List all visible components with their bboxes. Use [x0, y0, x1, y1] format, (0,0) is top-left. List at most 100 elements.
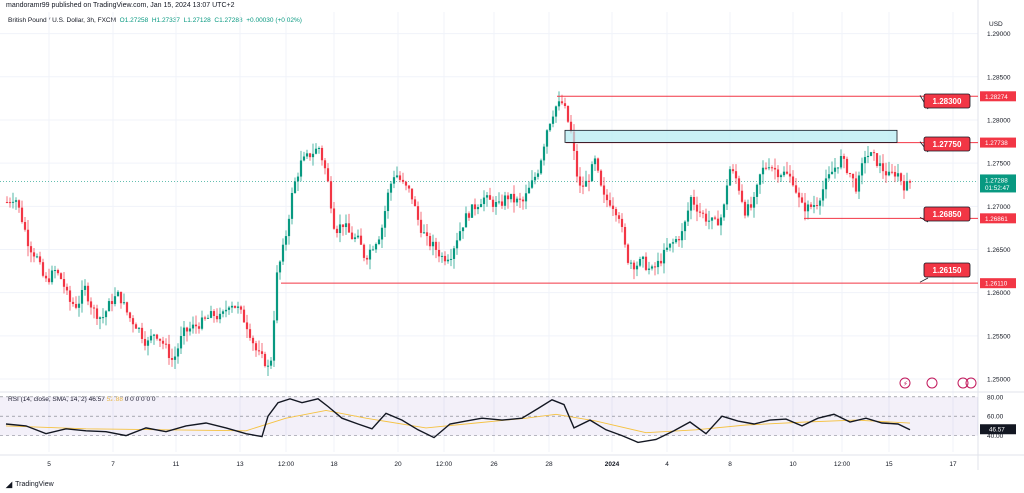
candle-body: [623, 226, 627, 245]
candle-body: [692, 196, 696, 205]
price-axis-tag: [980, 213, 1016, 224]
candle-body: [344, 223, 348, 228]
level-callout-box[interactable]: [923, 206, 971, 222]
candle-body: [290, 193, 294, 219]
candle-body: [722, 204, 726, 218]
level-callout-box[interactable]: [923, 93, 971, 109]
calendar-icon[interactable]: [957, 377, 969, 389]
candle-body: [29, 246, 33, 253]
candle-body: [647, 268, 651, 270]
candle-body: [635, 265, 639, 270]
candle-body: [314, 148, 318, 154]
rsi-line: [5, 398, 911, 444]
candle-body: [224, 309, 228, 312]
candle-body: [449, 258, 453, 260]
candle-body: [644, 256, 648, 270]
candle-body: [728, 169, 732, 186]
callout-arrow: [919, 277, 929, 283]
candle-body: [545, 130, 549, 147]
candle-body: [275, 272, 279, 321]
candle-body: [341, 224, 345, 228]
price-axis-tag-label: 1.26110: [985, 281, 1008, 288]
tradingview-logo-icon: ◢: [6, 480, 13, 489]
candle-body: [320, 147, 324, 161]
candle-body: [677, 239, 681, 241]
candle-body: [164, 343, 168, 345]
flash-icon[interactable]: [899, 377, 911, 389]
candle-body: [812, 205, 816, 207]
candle-body: [119, 291, 123, 304]
candle-body: [311, 153, 315, 158]
candle-body: [167, 344, 171, 359]
candle-body: [260, 351, 264, 354]
candle-body: [92, 307, 96, 309]
candle-body: [554, 106, 558, 117]
candle-body: [665, 247, 669, 250]
candle-body: [110, 301, 114, 305]
candle-body: [308, 153, 312, 158]
candle-body: [74, 303, 78, 308]
candle-body: [632, 262, 636, 270]
footer-brand[interactable]: ◢ TradingView: [6, 480, 54, 489]
candle-body: [626, 244, 630, 263]
candle-body: [620, 218, 624, 227]
candle-body: [557, 101, 561, 107]
candle-body: [179, 335, 183, 349]
rsi-ma-value: 52.88: [106, 396, 123, 403]
candle-body: [356, 235, 360, 238]
rsi-value-tag: [980, 424, 1016, 435]
candle-body: [686, 210, 690, 222]
candle-body: [821, 189, 825, 201]
resistance-zone[interactable]: [564, 129, 898, 143]
calendar-icon-2[interactable]: [965, 377, 977, 389]
level-callout-label: 1.26150: [933, 266, 962, 275]
candle-body: [533, 176, 537, 181]
candle-body: [752, 196, 756, 208]
candle-body: [641, 256, 645, 260]
candle-body: [782, 171, 786, 176]
candle-body: [785, 171, 789, 174]
candle-body: [23, 222, 27, 230]
level-callout-box[interactable]: [923, 262, 971, 278]
candle-body: [881, 163, 885, 172]
candle-body: [536, 173, 540, 177]
candle-body: [407, 185, 411, 189]
level-callout-box[interactable]: [923, 136, 971, 152]
candle-body: [503, 195, 507, 206]
candle-body: [539, 160, 543, 174]
candle-body: [836, 167, 840, 169]
candle-body: [767, 167, 771, 169]
candle-body: [602, 185, 606, 195]
candle-body: [65, 286, 69, 291]
candle-body: [251, 337, 255, 344]
candle-body: [263, 353, 267, 367]
candle-body: [512, 193, 516, 203]
candle-body: [215, 315, 219, 320]
candle-body: [389, 183, 393, 193]
rsi-label[interactable]: RSI (14, close, SMA, 14, 2): [8, 396, 87, 403]
time-tick-label: 12:00: [834, 461, 851, 468]
candle-body: [521, 199, 525, 202]
candle-body: [746, 204, 750, 216]
candle-body: [530, 180, 534, 188]
candle-body: [233, 305, 237, 308]
candle-body: [89, 301, 93, 308]
candle-body: [302, 156, 306, 161]
rsi-tick-label: 40.00: [987, 433, 1004, 440]
candle-body: [38, 256, 42, 263]
rsi-tick-label: 60.00: [987, 414, 1004, 421]
flag-icon[interactable]: [926, 377, 938, 389]
candle-body: [152, 334, 156, 336]
price-axis-tag: [980, 278, 1016, 289]
candle-body: [278, 261, 282, 273]
candle-body: [335, 228, 339, 234]
candle-body: [161, 340, 165, 344]
candle-body: [506, 195, 510, 200]
candle-body: [242, 309, 246, 323]
symbol-title[interactable]: British Pound / U.S. Dollar, 3h, FXCM: [8, 17, 117, 24]
candle-body: [125, 302, 129, 313]
candle-body: [56, 270, 60, 274]
candle-body: [524, 193, 528, 202]
candle-body: [563, 103, 567, 106]
